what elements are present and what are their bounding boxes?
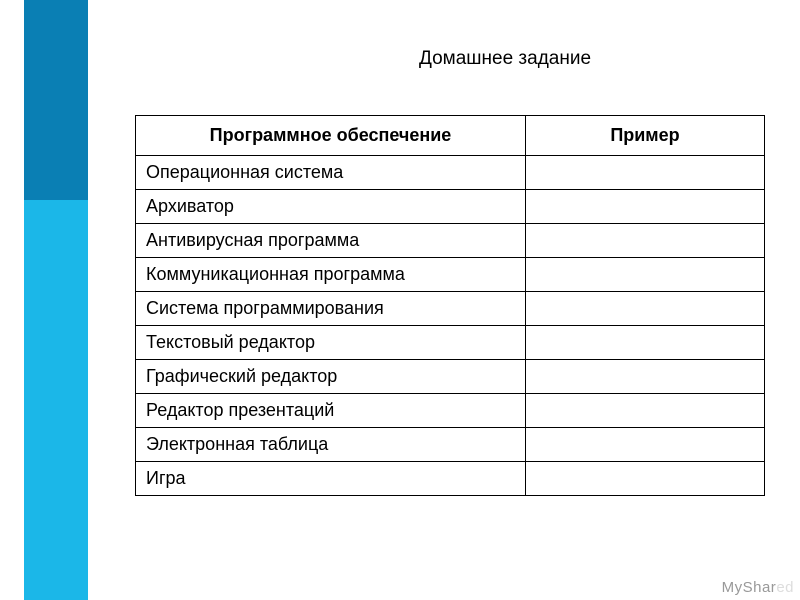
cell-example <box>525 428 764 462</box>
sidebar-bottom-block <box>24 200 88 600</box>
cell-software: Электронная таблица <box>136 428 526 462</box>
table-row: Антивирусная программа <box>136 224 765 258</box>
cell-software: Графический редактор <box>136 360 526 394</box>
cell-example <box>525 156 764 190</box>
watermark-part2: ed <box>776 579 794 596</box>
cell-software: Операционная система <box>136 156 526 190</box>
table-row: Электронная таблица <box>136 428 765 462</box>
table-row: Операционная система <box>136 156 765 190</box>
watermark: MyShared <box>722 579 794 596</box>
table-body: Операционная система Архиватор Антивирус… <box>136 156 765 496</box>
main-content: Домашнее задание Программное обеспечение… <box>130 0 780 600</box>
cell-software: Архиватор <box>136 190 526 224</box>
sidebar-accent <box>24 0 88 600</box>
cell-example <box>525 360 764 394</box>
software-table: Программное обеспечение Пример Операцион… <box>135 115 765 496</box>
table-row: Архиватор <box>136 190 765 224</box>
page-title: Домашнее задание <box>230 48 780 70</box>
watermark-part1: MyShar <box>722 579 777 596</box>
table-row: Графический редактор <box>136 360 765 394</box>
col-header-software: Программное обеспечение <box>136 116 526 156</box>
table-header-row: Программное обеспечение Пример <box>136 116 765 156</box>
table-row: Система программирования <box>136 292 765 326</box>
cell-example <box>525 190 764 224</box>
table-row: Коммуникационная программа <box>136 258 765 292</box>
cell-example <box>525 326 764 360</box>
cell-software: Редактор презентаций <box>136 394 526 428</box>
cell-software: Текстовый редактор <box>136 326 526 360</box>
table-row: Игра <box>136 462 765 496</box>
cell-example <box>525 224 764 258</box>
cell-software: Игра <box>136 462 526 496</box>
cell-software: Система программирования <box>136 292 526 326</box>
cell-example <box>525 292 764 326</box>
cell-example <box>525 258 764 292</box>
cell-example <box>525 394 764 428</box>
sidebar-top-block <box>24 0 88 200</box>
col-header-example: Пример <box>525 116 764 156</box>
table-row: Текстовый редактор <box>136 326 765 360</box>
cell-software: Антивирусная программа <box>136 224 526 258</box>
cell-software: Коммуникационная программа <box>136 258 526 292</box>
cell-example <box>525 462 764 496</box>
table-row: Редактор презентаций <box>136 394 765 428</box>
